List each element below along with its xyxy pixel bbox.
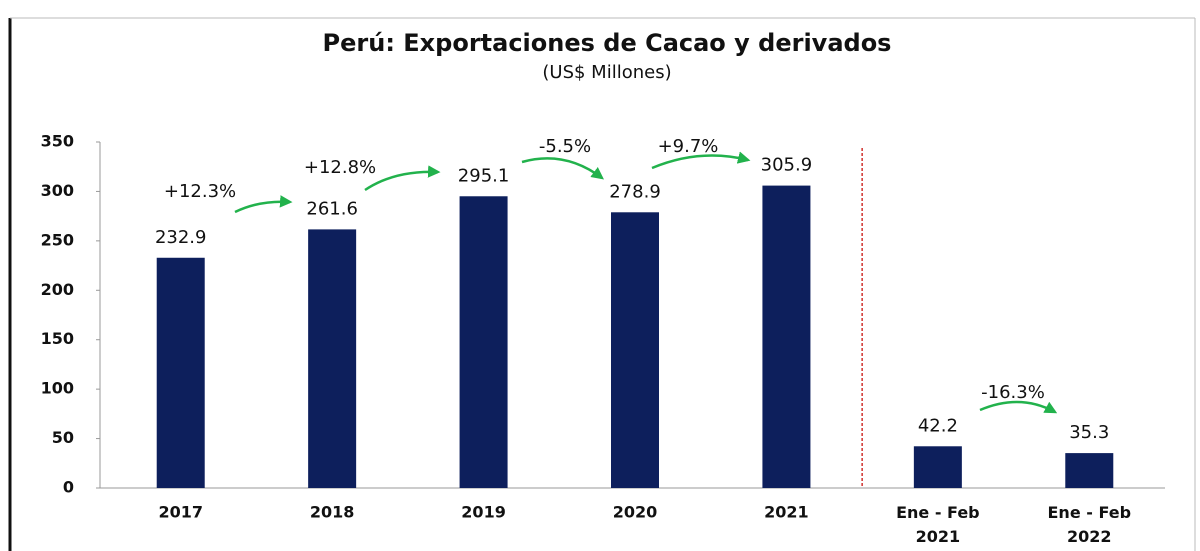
growth-label: -5.5% (539, 136, 591, 157)
value-label: 232.9 (155, 227, 207, 248)
x-tick-label: Ene - Feb 2022 (1048, 503, 1132, 546)
x-tick-label: 2021 (764, 503, 809, 522)
y-tick-label: 0 (63, 478, 74, 497)
growth-arrow (364, 165, 441, 192)
x-tick-label: Ene - Feb 2021 (896, 503, 980, 546)
y-tick-label: 50 (52, 428, 74, 447)
value-label: 35.3 (1069, 422, 1109, 443)
value-label: 261.6 (306, 198, 358, 219)
x-tick-label: 2019 (461, 503, 506, 522)
bar (459, 196, 508, 488)
chart-title: Perú: Exportaciones de Cacao y derivados (323, 29, 892, 57)
growth-label: +12.8% (304, 157, 376, 178)
growth-arrow (521, 157, 604, 180)
growth-label: +12.3% (164, 181, 236, 202)
bar (156, 257, 205, 488)
bar (1065, 453, 1114, 488)
value-label: 295.1 (458, 165, 510, 186)
growth-arrow (651, 151, 751, 170)
growth-arrow (979, 400, 1058, 414)
x-tick-label: 2020 (613, 503, 658, 522)
value-label: 278.9 (609, 181, 661, 202)
bar (308, 229, 357, 488)
y-tick-label: 350 (41, 132, 74, 151)
y-tick-label: 250 (41, 230, 74, 249)
value-label: 305.9 (761, 155, 813, 176)
growth-label: -16.3% (981, 382, 1045, 403)
chart-subtitle: (US$ Millones) (542, 62, 671, 83)
x-tick-label: 2017 (158, 503, 203, 522)
bar (611, 212, 659, 489)
growth-label: +9.7% (658, 136, 719, 157)
x-tick-label: 2018 (310, 503, 355, 522)
bar (762, 185, 811, 488)
y-tick-label: 150 (41, 329, 74, 348)
y-tick-label: 300 (41, 181, 74, 200)
y-tick-label: 100 (41, 379, 74, 398)
y-tick-label: 200 (41, 280, 74, 299)
value-label: 42.2 (918, 415, 958, 436)
growth-arrow (234, 195, 293, 214)
bar (913, 446, 962, 488)
